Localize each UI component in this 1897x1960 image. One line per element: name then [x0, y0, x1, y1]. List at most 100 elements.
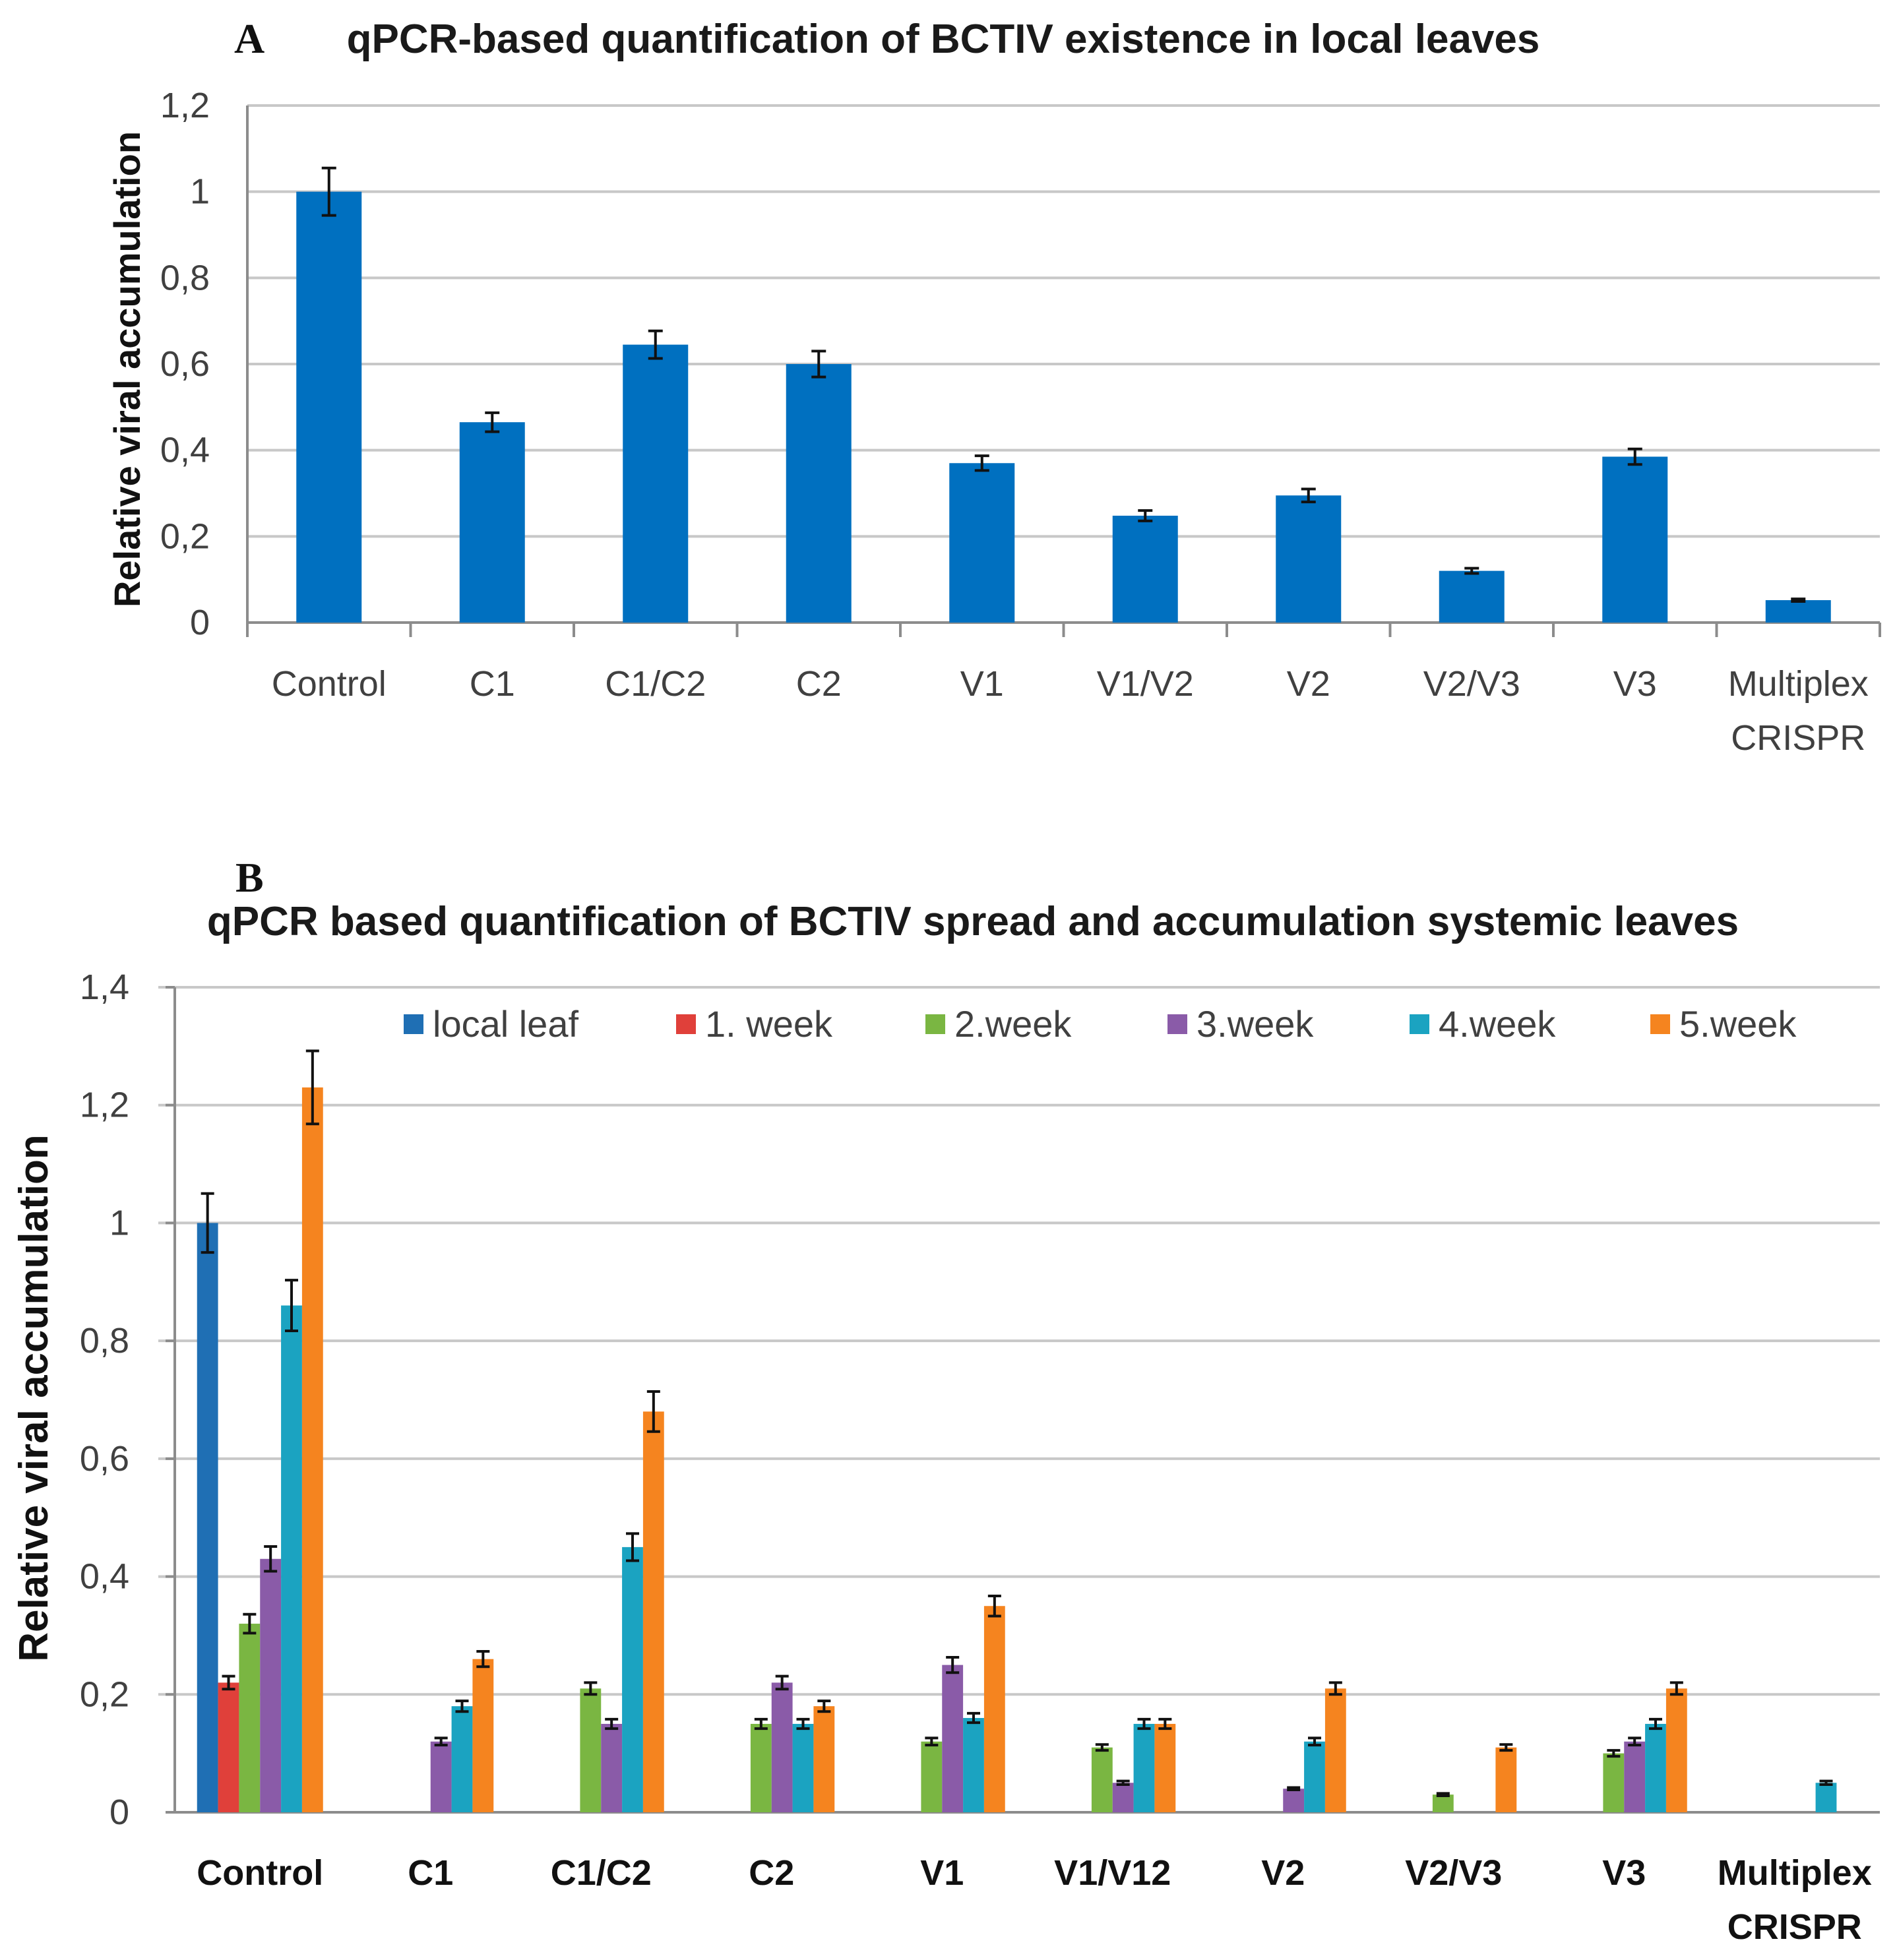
x-tick-label-v2-v3: V2/V3 — [1405, 1853, 1502, 1893]
x-tick-label-v2: V2 — [1261, 1853, 1305, 1893]
error-bar — [817, 1700, 831, 1713]
error-bar — [1328, 1681, 1342, 1696]
x-tick-label-c2: C2 — [749, 1853, 794, 1893]
error-bar — [1628, 1736, 1642, 1747]
x-tick-label-control: Control — [197, 1853, 323, 1893]
error-bar — [1116, 1779, 1130, 1786]
error-bar — [285, 1279, 298, 1332]
y-tick-label: 1,2 — [80, 1086, 129, 1125]
x-tick-label-c1: C1 — [470, 664, 515, 704]
bar-v1-v12-4-week — [1133, 1723, 1155, 1812]
bar-c1 — [459, 422, 525, 623]
error-bar — [321, 166, 336, 217]
bar-v1-v12-2-week — [1091, 1747, 1113, 1812]
bar-control-1-week — [218, 1682, 239, 1812]
legend-label: 2.week — [954, 1003, 1072, 1045]
bar-v2-v3-5-week — [1495, 1747, 1517, 1812]
x-tick-label-v2-v3: V2/V3 — [1423, 664, 1520, 704]
x-tick-label-v1-v12: V1/V12 — [1054, 1853, 1171, 1893]
x-tick-label-c1-c2: C1/C2 — [551, 1853, 652, 1893]
error-bar — [1791, 597, 1806, 603]
x-tick-label-c1: C1 — [408, 1853, 453, 1893]
error-bar — [264, 1545, 278, 1573]
error-bar — [476, 1650, 490, 1669]
bar-control-2-week — [239, 1624, 261, 1812]
legend-label: local leaf — [433, 1003, 578, 1045]
bar-multiplex-crispr-4-week — [1815, 1783, 1837, 1812]
x-tick-label-v3: V3 — [1613, 664, 1657, 704]
bar-v1-v2 — [1112, 515, 1178, 623]
bar-c1-c2-3-week — [601, 1723, 623, 1812]
error-bar — [974, 454, 989, 472]
legend-item-2-week: 2.week — [925, 1003, 1072, 1045]
bar-c2-5-week — [813, 1706, 835, 1812]
legend-item-local-leaf: local leaf — [404, 1003, 578, 1045]
legend-swatch — [1650, 1014, 1670, 1034]
legend-label: 1. week — [705, 1003, 833, 1045]
x-tick-label-v1: V1 — [960, 664, 1004, 704]
legend-swatch — [1410, 1014, 1429, 1034]
legend-swatch — [1167, 1014, 1187, 1034]
error-bar — [646, 1390, 660, 1433]
bar-control-5-week — [301, 1087, 323, 1812]
error-bar — [1287, 1786, 1301, 1792]
bar-v2-v3 — [1439, 570, 1505, 623]
bar-v1-5-week — [983, 1606, 1005, 1812]
error-bar — [811, 350, 826, 379]
error-bar — [1669, 1681, 1683, 1696]
error-bar — [946, 1655, 960, 1674]
error-bar — [222, 1674, 235, 1691]
error-bar — [1464, 567, 1479, 575]
x-tick-label-multiplex-crispr: Multiplex CRISPR — [1718, 1853, 1872, 1947]
error-bar — [305, 1049, 319, 1126]
error-bar — [1137, 1717, 1151, 1730]
panel-a-letter: A — [234, 15, 264, 62]
error-bar — [455, 1700, 469, 1713]
y-tick-label: 0,4 — [160, 431, 210, 470]
y-tick-label: 1,4 — [80, 967, 129, 1007]
error-bar — [626, 1532, 639, 1562]
bar-v2 — [1276, 495, 1342, 623]
error-bar — [967, 1711, 980, 1725]
legend-item-1-week: 1. week — [676, 1003, 833, 1045]
chart-b-title: qPCR based quantification of BCTIV sprea… — [207, 899, 1739, 944]
bar-c1-c2-4-week — [622, 1547, 643, 1812]
error-bar — [1308, 1736, 1321, 1747]
error-bar — [1138, 509, 1153, 522]
bar-v3 — [1602, 456, 1668, 623]
bar-control-local-leaf — [197, 1223, 218, 1812]
error-bar — [1499, 1743, 1513, 1752]
error-bar — [434, 1736, 448, 1747]
error-bar — [1819, 1779, 1833, 1786]
legend-item-4-week: 4.week — [1410, 1003, 1556, 1045]
y-tick-label: 0,4 — [80, 1557, 129, 1597]
bar-v3-3-week — [1624, 1741, 1646, 1812]
bar-c1-5-week — [472, 1659, 494, 1812]
error-bar — [584, 1681, 598, 1696]
y-tick-label: 1 — [190, 172, 210, 212]
error-bar — [775, 1674, 789, 1691]
y-tick-label: 0,2 — [80, 1674, 129, 1714]
legend-swatch — [925, 1014, 945, 1034]
bar-c1-c2 — [623, 344, 689, 623]
error-bar — [925, 1736, 939, 1747]
bar-v1-v12-5-week — [1154, 1723, 1176, 1812]
x-tick-label-c1-c2: C1/C2 — [605, 664, 706, 704]
bar-control-3-week — [260, 1558, 282, 1812]
error-bar — [648, 329, 663, 360]
bar-v3-5-week — [1665, 1688, 1687, 1812]
error-bar — [796, 1717, 810, 1730]
error-bar — [1301, 487, 1316, 504]
error-bar — [1627, 447, 1642, 466]
y-tick-label: 0,8 — [160, 258, 210, 297]
bar-control-4-week — [281, 1305, 302, 1812]
bar-multiplex-crispr — [1765, 600, 1831, 623]
y-tick-label: 0 — [190, 603, 210, 642]
x-tick-label-v1: V1 — [920, 1853, 964, 1893]
chart-a-title: qPCR-based quantification of BCTIV exist… — [347, 16, 1540, 62]
y-tick-label: 1,2 — [160, 86, 210, 125]
legend-swatch — [404, 1014, 423, 1034]
error-bar — [605, 1717, 619, 1730]
x-tick-label-v3: V3 — [1602, 1853, 1646, 1893]
